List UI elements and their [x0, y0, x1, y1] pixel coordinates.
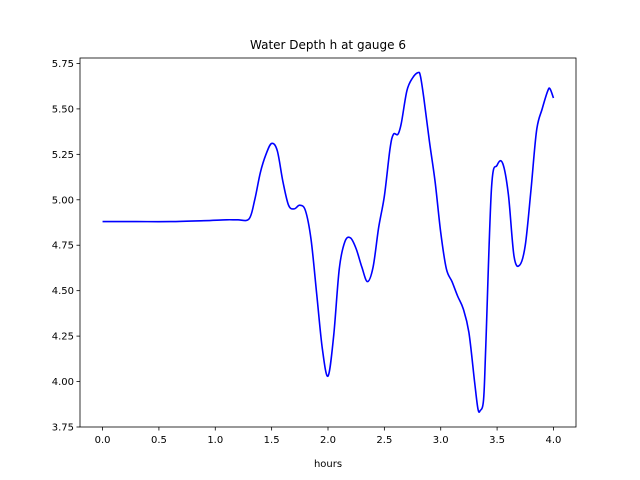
y-axis-ticks: 3.75 4.00 4.25 4.50 4.75 5.00 5.25 5.50 5.75 — [52, 59, 80, 434]
x-axis-label: hours — [314, 459, 342, 470]
x-tick-label: 2.5 — [376, 435, 392, 446]
y-tick-label: 4.25 — [52, 332, 74, 343]
series-layer — [102, 71, 555, 413]
x-tick-label: 2.0 — [320, 435, 336, 446]
plot-frame — [79, 57, 577, 428]
y-tick-label: 5.75 — [52, 59, 74, 70]
y-tick-label: 5.25 — [52, 150, 74, 161]
water-depth-line — [102, 71, 555, 413]
x-tick-label: 4.0 — [546, 435, 562, 446]
y-tick-label: 3.75 — [52, 423, 74, 434]
x-tick-label: 0.5 — [151, 435, 167, 446]
x-tick-label: 3.5 — [489, 435, 505, 446]
y-tick-label: 5.50 — [52, 104, 74, 115]
x-tick-label: 0.0 — [95, 435, 111, 446]
y-tick-label: 4.75 — [52, 241, 74, 252]
y-tick-label: 4.50 — [52, 286, 74, 297]
y-tick-label: 5.00 — [52, 195, 74, 206]
y-tick-label: 4.00 — [52, 377, 74, 388]
x-tick-label: 1.0 — [207, 435, 223, 446]
x-tick-label: 3.0 — [433, 435, 449, 446]
chart-title: Water Depth h at gauge 6 — [250, 38, 406, 52]
plot-area — [80, 58, 576, 427]
x-tick-label: 1.5 — [264, 435, 280, 446]
x-axis-ticks: 0.0 0.5 1.0 1.5 2.0 2.5 3.0 3.5 4.0 — [95, 427, 562, 446]
